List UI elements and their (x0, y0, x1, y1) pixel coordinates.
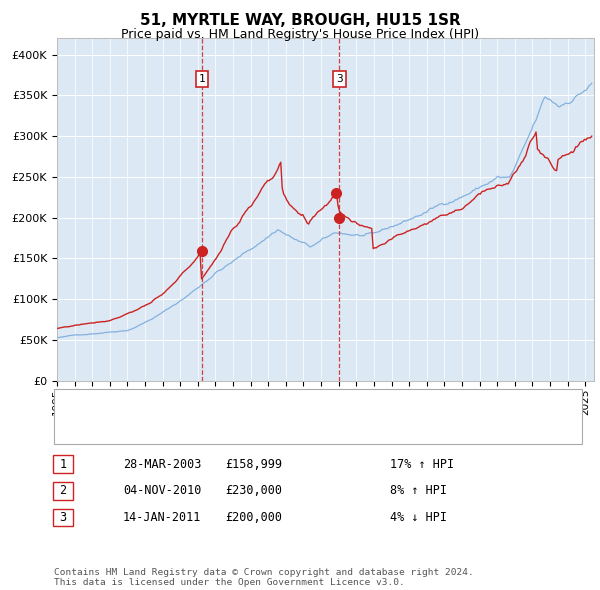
Text: HPI: Average price, detached house, East Riding of Yorkshire: HPI: Average price, detached house, East… (93, 424, 498, 434)
Text: 04-NOV-2010: 04-NOV-2010 (123, 484, 202, 497)
Text: £230,000: £230,000 (225, 484, 282, 497)
Text: 3: 3 (59, 511, 67, 524)
Text: Contains HM Land Registry data © Crown copyright and database right 2024.
This d: Contains HM Land Registry data © Crown c… (54, 568, 474, 587)
Text: Price paid vs. HM Land Registry's House Price Index (HPI): Price paid vs. HM Land Registry's House … (121, 28, 479, 41)
Text: 14-JAN-2011: 14-JAN-2011 (123, 511, 202, 524)
Text: 3: 3 (336, 74, 343, 84)
Text: 51, MYRTLE WAY, BROUGH, HU15 1SR (detached house): 51, MYRTLE WAY, BROUGH, HU15 1SR (detach… (93, 402, 424, 412)
Text: 17% ↑ HPI: 17% ↑ HPI (390, 458, 454, 471)
Text: 2: 2 (59, 484, 67, 497)
Text: 1: 1 (199, 74, 205, 84)
Text: 8% ↑ HPI: 8% ↑ HPI (390, 484, 447, 497)
Text: £158,999: £158,999 (225, 458, 282, 471)
Text: £200,000: £200,000 (225, 511, 282, 524)
Text: 4% ↓ HPI: 4% ↓ HPI (390, 511, 447, 524)
Text: 28-MAR-2003: 28-MAR-2003 (123, 458, 202, 471)
Text: 1: 1 (59, 458, 67, 471)
Text: 51, MYRTLE WAY, BROUGH, HU15 1SR: 51, MYRTLE WAY, BROUGH, HU15 1SR (140, 13, 460, 28)
